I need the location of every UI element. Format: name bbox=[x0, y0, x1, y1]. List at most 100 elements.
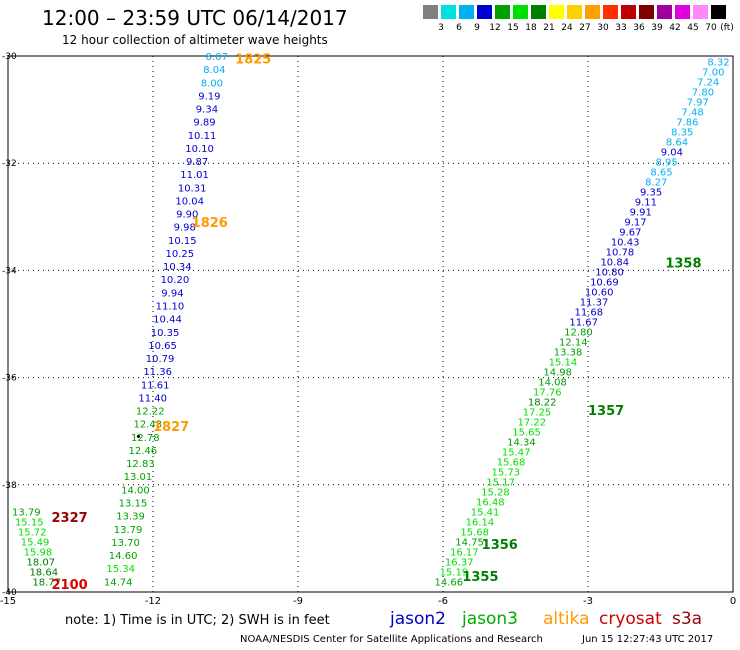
legend-swatch bbox=[711, 5, 726, 19]
wave-height-value: 9.94 bbox=[161, 288, 183, 299]
legend-swatch bbox=[477, 5, 492, 19]
wave-height-value: 15.28 bbox=[481, 487, 510, 498]
legend-label: 42 bbox=[669, 23, 681, 33]
wave-height-value: 15.73 bbox=[492, 467, 521, 478]
wave-height-value: 9.35 bbox=[640, 187, 662, 198]
wave-height-value: 13.79 bbox=[114, 525, 143, 536]
legend-label: 21 bbox=[543, 23, 555, 33]
wave-height-value: 10.11 bbox=[188, 131, 217, 142]
wave-height-value: 17.76 bbox=[533, 387, 562, 398]
wave-height-value: 8.35 bbox=[671, 127, 693, 138]
page-subtitle: 12 hour collection of altimeter wave hei… bbox=[62, 33, 328, 47]
legend-label: 30 bbox=[597, 23, 609, 33]
pass-time-label: 1357 bbox=[588, 404, 624, 419]
wave-height-value: 12.22 bbox=[136, 407, 165, 418]
wave-height-value: 18.22 bbox=[528, 397, 557, 408]
wave-height-value: 13.39 bbox=[116, 512, 145, 523]
wave-height-value: 7.80 bbox=[692, 87, 714, 98]
legend-label: 45 bbox=[687, 23, 699, 33]
satellite-cryosat: cryosat bbox=[599, 609, 662, 629]
wave-height-value: 9.17 bbox=[624, 217, 646, 228]
wave-height-value: 14.60 bbox=[109, 551, 138, 562]
pass-time-label: 1827 bbox=[153, 420, 189, 435]
x-tick-label: -6 bbox=[438, 596, 448, 607]
legend-label: 33 bbox=[615, 23, 627, 33]
legend-swatch bbox=[621, 5, 636, 19]
wave-height-value: 17.22 bbox=[517, 417, 546, 428]
x-tick-label: -15 bbox=[0, 596, 16, 607]
wave-height-value: 15.65 bbox=[512, 427, 541, 438]
legend-swatch bbox=[675, 5, 690, 19]
wave-height-value: 16.48 bbox=[476, 497, 505, 508]
legend-swatch bbox=[603, 5, 618, 19]
wave-height-value: 10.60 bbox=[585, 287, 614, 298]
legend-swatch bbox=[441, 5, 456, 19]
wave-height-value: 18.07 bbox=[27, 557, 56, 568]
wave-height-value: 13.79 bbox=[12, 508, 41, 519]
wave-height-value: 7.48 bbox=[681, 107, 703, 118]
legend-swatch bbox=[459, 5, 474, 19]
wave-height-value: 14.34 bbox=[507, 437, 536, 448]
wave-height-value: 7.86 bbox=[676, 117, 698, 128]
wave-height-value: 9.91 bbox=[630, 207, 652, 218]
legend-label: 27 bbox=[579, 23, 591, 33]
pass-time-label: 1356 bbox=[482, 538, 518, 553]
wave-height-value: 14.74 bbox=[104, 577, 133, 588]
wave-height-value: 10.25 bbox=[166, 249, 195, 260]
satellite-s3a: s3a bbox=[672, 609, 703, 629]
wave-height-value: 7.00 bbox=[702, 67, 724, 78]
credit-line: NOAA/NESDIS Center for Satellite Applica… bbox=[240, 634, 543, 645]
wave-height-value: 12.46 bbox=[129, 446, 158, 457]
wave-height-value: 10.78 bbox=[606, 247, 635, 258]
wave-height-value: 11.10 bbox=[156, 302, 185, 313]
legend-label: 15 bbox=[507, 23, 519, 33]
wave-height-value: 10.69 bbox=[590, 277, 619, 288]
y-tick-label: -34 bbox=[2, 266, 17, 276]
wave-height-value: 11.36 bbox=[143, 367, 172, 378]
wave-height-value: 14.08 bbox=[538, 377, 567, 388]
wave-height-value: 15.14 bbox=[549, 357, 578, 368]
wave-height-value: 10.10 bbox=[185, 144, 214, 155]
wave-height-value: 11.61 bbox=[141, 380, 170, 391]
wave-height-value: 11.67 bbox=[569, 317, 598, 328]
wave-height-value: 13.01 bbox=[124, 472, 153, 483]
pass-time-label: 2327 bbox=[52, 511, 88, 526]
plot-border bbox=[7, 55, 734, 593]
wave-height-value: 11.40 bbox=[138, 393, 167, 404]
wave-height-value: 12.78 bbox=[131, 433, 160, 444]
wave-height-value: 13.38 bbox=[554, 347, 583, 358]
legend-label: 6 bbox=[456, 23, 462, 33]
satellite-jason2: jason2 bbox=[390, 609, 446, 629]
legend-swatch bbox=[513, 5, 528, 19]
wave-height-value: 15.17 bbox=[486, 477, 515, 488]
x-tick-label: -9 bbox=[293, 596, 303, 607]
wave-height-value: 8.65 bbox=[650, 167, 672, 178]
wave-height-value: 8.00 bbox=[201, 78, 223, 89]
wave-height-value: 10.20 bbox=[161, 275, 190, 286]
wave-height-value: 8.07 bbox=[206, 52, 228, 63]
wave-height-value: 9.11 bbox=[635, 197, 657, 208]
wave-height-value: 10.79 bbox=[146, 354, 175, 365]
wave-height-value: 16.37 bbox=[445, 557, 474, 568]
wave-height-value: 15.72 bbox=[18, 528, 47, 539]
wave-height-value: 8.64 bbox=[666, 137, 688, 148]
track-marker: • bbox=[135, 431, 142, 444]
pass-time-label: 1355 bbox=[462, 570, 498, 585]
legend-label: 39 bbox=[651, 23, 663, 33]
legend-swatch bbox=[495, 5, 510, 19]
wave-height-value: 8.27 bbox=[645, 177, 667, 188]
y-tick-label: -40 bbox=[2, 588, 17, 598]
wave-height-value: 7.97 bbox=[687, 97, 709, 108]
wave-height-value: 13.70 bbox=[111, 538, 140, 549]
legend-label: 70 bbox=[705, 23, 717, 33]
legend-unit: (ft) bbox=[720, 23, 734, 33]
wave-height-value: 15.49 bbox=[21, 537, 50, 548]
wave-height-value: 15.47 bbox=[502, 447, 531, 458]
page-title: 12:00 – 23:59 UTC 06/14/2017 bbox=[42, 6, 348, 30]
footnote: note: 1) Time is in UTC; 2) SWH is in fe… bbox=[65, 613, 330, 628]
legend-label: 36 bbox=[633, 23, 645, 33]
pass-time-label: 1358 bbox=[665, 256, 701, 271]
wave-height-value: 10.31 bbox=[178, 183, 207, 194]
